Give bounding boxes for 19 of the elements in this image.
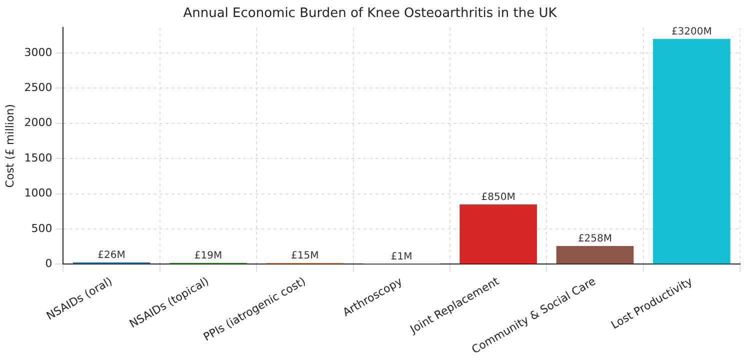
data-label: £26M xyxy=(98,250,126,261)
y-tick-label: 3000 xyxy=(24,46,52,59)
y-tick-label: 1500 xyxy=(24,151,52,164)
y-tick-label: 500 xyxy=(31,222,52,235)
data-label: £850M xyxy=(481,192,516,203)
y-tick-label: 2000 xyxy=(24,116,52,130)
y-tick-label: 1000 xyxy=(24,186,52,200)
data-label: £19M xyxy=(194,250,222,262)
data-label: £15M xyxy=(291,250,319,262)
data-label: £3200M xyxy=(671,26,712,38)
bar xyxy=(460,204,537,264)
chart-title: Annual Economic Burden of Knee Osteoarthritis in the UK xyxy=(183,6,558,22)
y-tick-label: 2500 xyxy=(24,81,52,94)
bar xyxy=(556,246,634,264)
y-tick-label: 0 xyxy=(45,257,52,270)
data-label: £258M xyxy=(578,234,612,245)
bar xyxy=(652,38,730,264)
y-axis-title: Cost (£ million) xyxy=(3,104,16,188)
data-label: £1M xyxy=(390,252,412,263)
